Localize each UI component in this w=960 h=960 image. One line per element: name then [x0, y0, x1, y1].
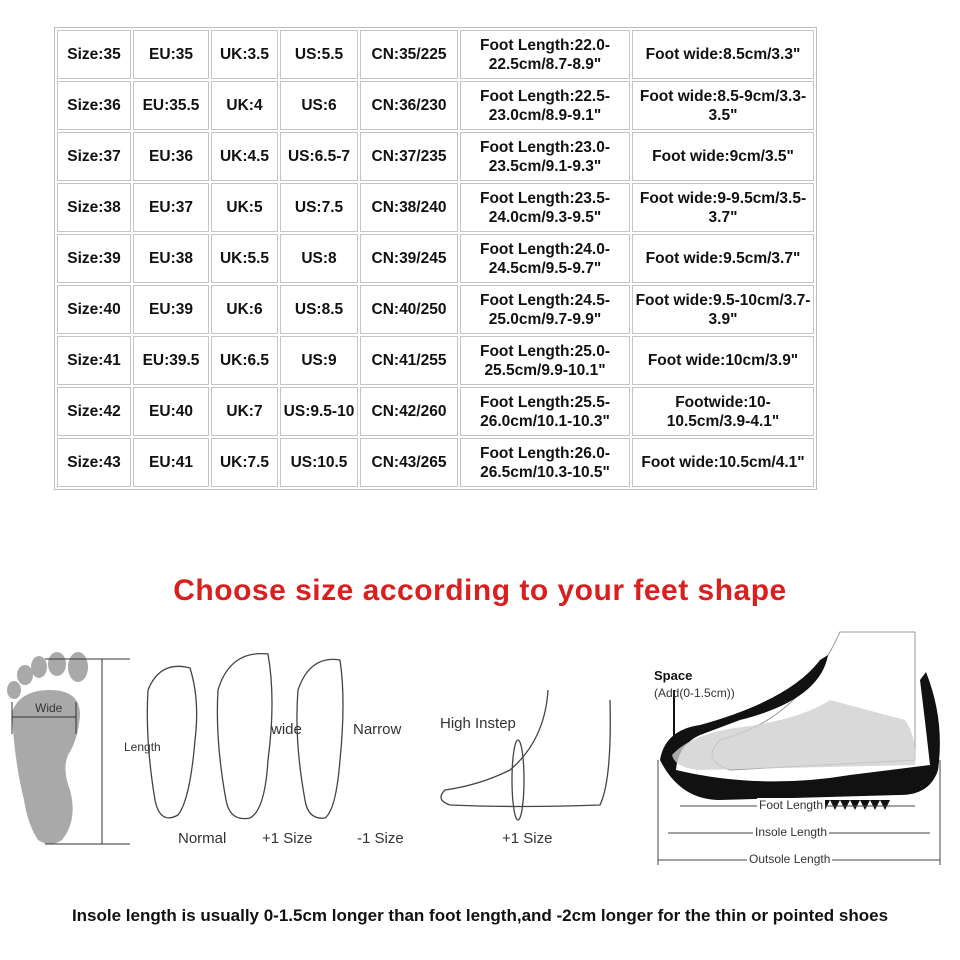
- table-cell: CN:40/250: [360, 285, 458, 334]
- table-cell: US:8.5: [280, 285, 358, 334]
- narrow-foot-icon: [296, 658, 344, 819]
- wide-foot-icon: [216, 653, 273, 820]
- table-cell: UK:6.5: [211, 336, 278, 385]
- insole-length-label: Insole Length: [753, 825, 830, 839]
- table-cell: UK:3.5: [211, 30, 278, 79]
- table-cell: CN:37/235: [360, 132, 458, 181]
- table-cell: CN:43/265: [360, 438, 458, 487]
- table-cell: EU:35: [133, 30, 209, 79]
- plus-one-size-instep-label: +1 Size: [502, 830, 553, 847]
- headline: Choose size according to your feet shape: [173, 574, 787, 607]
- table-cell: Size:43: [57, 438, 131, 487]
- table-cell: Foot Length:24.0-24.5cm/9.5-9.7": [460, 234, 630, 283]
- plus-one-size-label: +1 Size: [262, 830, 313, 847]
- wide-label: Wide: [35, 701, 63, 715]
- table-cell: Foot Length:24.5-25.0cm/9.7-9.9": [460, 285, 630, 334]
- table-row: Size:42 EU:40 UK:7 US:9.5-10 CN:42/260 Foot L…: [57, 387, 814, 436]
- table-row: Size:40 EU:39 UK:6 US:8.5 CN:40/250 Foot Leng…: [57, 285, 814, 334]
- foot-length-label: Foot Length: [757, 798, 826, 812]
- table-cell: CN:39/245: [360, 234, 458, 283]
- table-cell: US:9.5-10: [280, 387, 358, 436]
- table-cell: Size:42: [57, 387, 131, 436]
- table-cell: Size:37: [57, 132, 131, 181]
- table-cell: Foot Length:22.0-22.5cm/8.7-8.9": [460, 30, 630, 79]
- table-cell: CN:42/260: [360, 387, 458, 436]
- wide-foot-label: wide: [271, 721, 302, 738]
- table-cell: UK:4: [211, 81, 278, 130]
- table-cell: Footwide:10-10.5cm/3.9-4.1": [632, 387, 814, 436]
- table-cell: Size:38: [57, 183, 131, 232]
- table-cell: Foot Length:25.0-25.5cm/9.9-10.1": [460, 336, 630, 385]
- table-cell: Size:41: [57, 336, 131, 385]
- table-cell: Foot wide:8.5-9cm/3.3-3.5": [632, 81, 814, 130]
- table-cell: UK:7.5: [211, 438, 278, 487]
- table-cell: EU:38: [133, 234, 209, 283]
- table-cell: UK:4.5: [211, 132, 278, 181]
- table-cell: US:5.5: [280, 30, 358, 79]
- table-cell: UK:5: [211, 183, 278, 232]
- table-cell: US:10.5: [280, 438, 358, 487]
- table-cell: EU:40: [133, 387, 209, 436]
- table-cell: EU:41: [133, 438, 209, 487]
- table-cell: Size:36: [57, 81, 131, 130]
- table-row: Size:38 EU:37 UK:5 US:7.5 CN:38/240 Foot Leng…: [57, 183, 814, 232]
- table-cell: EU:39.5: [133, 336, 209, 385]
- footnote: Insole length is usually 0-1.5cm longer …: [71, 906, 889, 925]
- table-cell: US:8: [280, 234, 358, 283]
- table-cell: US:7.5: [280, 183, 358, 232]
- outsole-length-label: Outsole Length: [747, 852, 833, 866]
- high-instep-foot-icon: [440, 689, 611, 808]
- table-cell: CN:35/225: [360, 30, 458, 79]
- table-cell: EU:39: [133, 285, 209, 334]
- length-label: Length: [124, 740, 161, 754]
- minus-one-size-label: -1 Size: [357, 830, 404, 847]
- table-cell: Foot Length:23.0-23.5cm/9.1-9.3": [460, 132, 630, 181]
- table-cell: Foot wide:9.5-10cm/3.7-3.9": [632, 285, 814, 334]
- size-chart-table: Size:35 EU:35 UK:3.5 US:5.5 CN:35/225 Foot Le…: [54, 27, 817, 490]
- space-label: Space: [654, 668, 693, 683]
- table-cell: Foot wide:8.5cm/3.3": [632, 30, 814, 79]
- normal-foot-icon: [146, 665, 198, 819]
- table-cell: Size:39: [57, 234, 131, 283]
- table-row: Size:36 EU:35.5 UK:4 US:6 CN:36/230 Foot Leng…: [57, 81, 814, 130]
- table-cell: Foot wide:10cm/3.9": [632, 336, 814, 385]
- table-row: Size:41 EU:39.5 UK:6.5 US:9 CN:41/255 Foot Le…: [57, 336, 814, 385]
- table-cell: Foot Length:22.5-23.0cm/8.9-9.1": [460, 81, 630, 130]
- table-cell: US:6: [280, 81, 358, 130]
- space-add-label: (Add(0-1.5cm)): [654, 686, 735, 700]
- narrow-label: Narrow: [353, 721, 402, 738]
- table-cell: EU:35.5: [133, 81, 209, 130]
- table-cell: UK:6: [211, 285, 278, 334]
- table-cell: EU:37: [133, 183, 209, 232]
- table-cell: Foot Length:25.5-26.0cm/10.1-10.3": [460, 387, 630, 436]
- table-cell: CN:36/230: [360, 81, 458, 130]
- table-row: Size:39 EU:38 UK:5.5 US:8 CN:39/245 Foot Leng…: [57, 234, 814, 283]
- table-cell: UK:7: [211, 387, 278, 436]
- table-cell: US:9: [280, 336, 358, 385]
- table-cell: Foot wide:10.5cm/4.1": [632, 438, 814, 487]
- table-cell: UK:5.5: [211, 234, 278, 283]
- table-cell: CN:41/255: [360, 336, 458, 385]
- table-cell: Size:40: [57, 285, 131, 334]
- high-instep-label: High Instep: [440, 715, 516, 732]
- table-cell: US:6.5-7: [280, 132, 358, 181]
- table-cell: Foot wide:9cm/3.5": [632, 132, 814, 181]
- table-cell: CN:38/240: [360, 183, 458, 232]
- table-cell: Size:35: [57, 30, 131, 79]
- table-cell: Foot wide:9-9.5cm/3.5-3.7": [632, 183, 814, 232]
- table-cell: Foot Length:26.0-26.5cm/10.3-10.5": [460, 438, 630, 487]
- table-cell: Foot Length:23.5-24.0cm/9.3-9.5": [460, 183, 630, 232]
- table-cell: EU:36: [133, 132, 209, 181]
- footprint-icon: [7, 652, 88, 844]
- shoe-cross-section-icon: [660, 631, 940, 810]
- table-row: Size:43 EU:41 UK:7.5 US:10.5 CN:43/265 Foot L…: [57, 438, 814, 487]
- normal-label: Normal: [178, 830, 227, 847]
- table-row: Size:37 EU:36 UK:4.5 US:6.5-7 CN:37/235 Foot …: [57, 132, 814, 181]
- table-row: Size:35 EU:35 UK:3.5 US:5.5 CN:35/225 Foot Le…: [57, 30, 814, 79]
- table-cell: Foot wide:9.5cm/3.7": [632, 234, 814, 283]
